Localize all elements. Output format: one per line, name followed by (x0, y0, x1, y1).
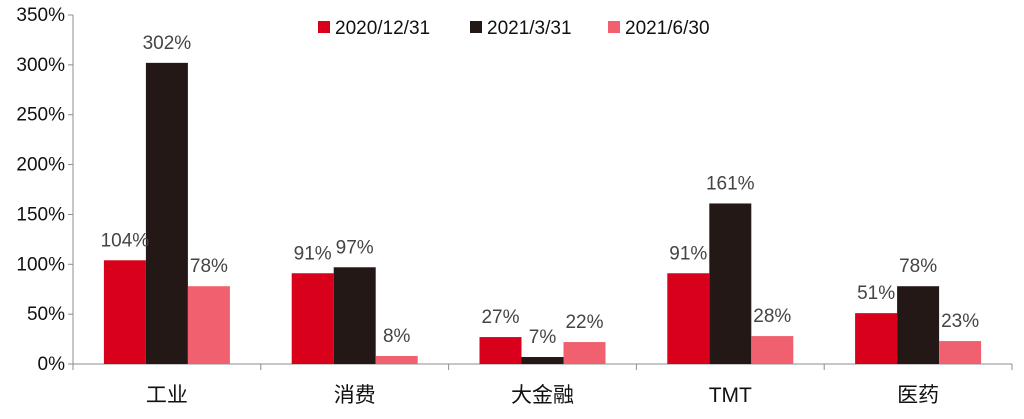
data-label: 8% (383, 326, 411, 347)
data-label: 91% (669, 243, 707, 264)
x-tick-label: TMT (709, 384, 752, 407)
data-label: 302% (143, 33, 192, 54)
y-tick-label: 300% (16, 55, 65, 76)
bar (479, 337, 522, 364)
y-tick-label: 250% (16, 105, 65, 126)
legend-swatch (318, 21, 330, 33)
data-label: 7% (529, 327, 557, 348)
bar (563, 342, 606, 364)
data-label: 161% (706, 173, 755, 194)
legend-label: 2020/12/31 (335, 18, 430, 39)
x-tick-label: 医药 (897, 384, 939, 407)
x-tick-label: 消费 (334, 384, 376, 407)
x-axis: 工业 消费 大金融 TMT 医药 (72, 363, 1013, 407)
y-tick-label: 100% (16, 254, 65, 275)
bar (939, 341, 982, 364)
bar (187, 286, 230, 364)
data-label: 78% (899, 256, 937, 277)
x-tick-label: 工业 (146, 384, 188, 407)
bar (521, 357, 564, 364)
data-label: 22% (565, 312, 603, 333)
bar (291, 273, 334, 364)
bar (855, 313, 898, 364)
y-tick-label: 350% (16, 5, 65, 26)
data-label: 78% (190, 256, 228, 277)
bar (709, 203, 752, 364)
legend-swatch (470, 21, 482, 33)
bar (333, 267, 376, 364)
legend-swatch (608, 21, 620, 33)
data-label: 23% (941, 311, 979, 332)
bar (751, 336, 794, 364)
data-label: 51% (857, 283, 895, 304)
y-tick-label: 150% (16, 204, 65, 225)
bar (103, 260, 146, 364)
data-label: 28% (753, 306, 791, 327)
bar (375, 356, 418, 364)
data-label: 91% (294, 243, 332, 264)
bar (667, 273, 710, 364)
y-tick-label: 50% (27, 304, 65, 325)
legend-label: 2021/3/31 (487, 18, 572, 39)
y-axis: 0% 50% 100% 150% 200% 250% 300% 350% (16, 5, 74, 375)
y-tick-label: 200% (16, 155, 65, 176)
data-labels: 104% 91% 27% 91% 51% 302% 97% 7% 161% 78% 78% 8% 22%… (101, 33, 980, 348)
legend: 2020/12/31 2021/3/31 2021/6/30 (318, 18, 710, 39)
bars (103, 62, 982, 365)
data-label: 27% (481, 307, 519, 328)
data-label: 97% (336, 237, 374, 258)
bar (145, 62, 188, 365)
legend-label: 2021/6/30 (625, 18, 710, 39)
y-tick-label: 0% (38, 354, 66, 375)
x-tick-label: 大金融 (511, 384, 574, 407)
bar (897, 286, 940, 364)
data-label: 104% (101, 230, 150, 251)
